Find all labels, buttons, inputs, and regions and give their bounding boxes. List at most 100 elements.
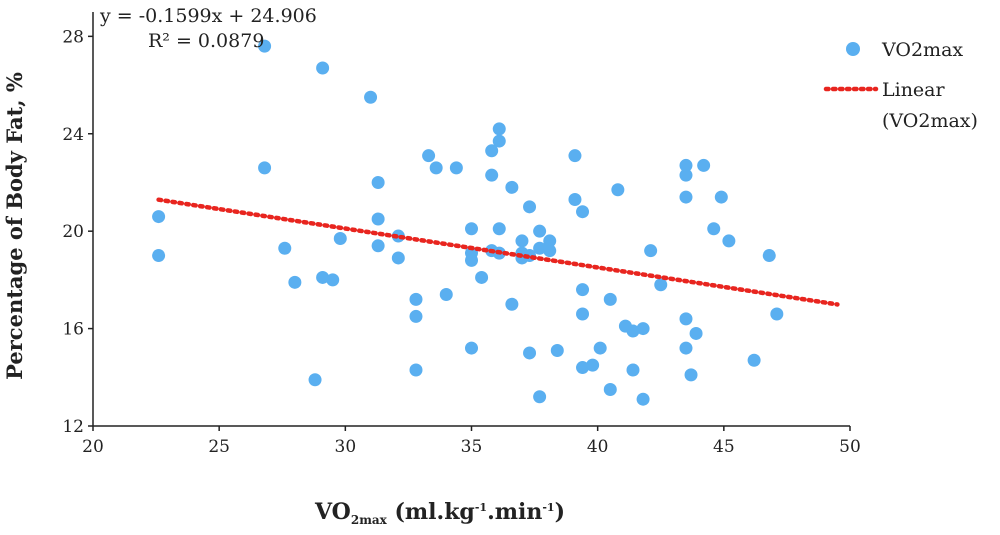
data-point <box>485 144 499 158</box>
x-tick-label: 50 <box>839 437 861 457</box>
data-point <box>333 231 347 245</box>
data-point <box>722 234 736 248</box>
data-point <box>439 287 453 301</box>
data-point <box>550 344 564 358</box>
data-point <box>492 134 506 148</box>
data-point <box>409 309 423 323</box>
y-tick-label: 20 <box>62 222 84 242</box>
data-point <box>485 168 499 182</box>
data-point <box>475 270 489 284</box>
y-tick-label: 28 <box>62 27 84 47</box>
data-point <box>523 200 537 214</box>
data-point <box>576 361 590 375</box>
data-point <box>654 278 668 292</box>
x-axis-title: VO2max (ml.kg-1.min-1) <box>314 499 565 527</box>
data-point <box>770 307 784 321</box>
data-point <box>308 373 322 387</box>
x-tick-label: 40 <box>587 437 609 457</box>
data-point <box>679 168 693 182</box>
data-point <box>371 175 385 189</box>
data-point <box>409 363 423 377</box>
x-tick-label: 45 <box>713 437 735 457</box>
legend-label-linear: Linear <box>882 79 946 101</box>
data-point <box>326 273 340 287</box>
data-point <box>492 222 506 236</box>
data-point <box>593 341 607 355</box>
data-point <box>576 307 590 321</box>
data-point <box>371 212 385 226</box>
y-tick-label: 24 <box>62 125 84 145</box>
trendline <box>156 197 840 307</box>
x-axis-title-subscript: 2max <box>351 513 388 527</box>
data-point <box>465 222 478 236</box>
data-point <box>626 324 640 338</box>
x-axis-title-main: VO <box>314 499 351 525</box>
data-point <box>684 368 698 382</box>
data-point <box>364 90 378 104</box>
data-point <box>611 183 625 197</box>
legend: VO2max Linear (VO2max) <box>823 39 978 132</box>
data-point <box>636 392 650 406</box>
data-point <box>533 224 547 238</box>
data-point <box>258 161 272 175</box>
data-point <box>505 180 519 194</box>
data-point <box>316 270 330 284</box>
data-point <box>429 161 443 175</box>
data-point <box>543 234 557 248</box>
data-point <box>576 205 590 219</box>
data-point <box>626 363 640 377</box>
data-point <box>679 341 693 355</box>
trendline-equation: y = -0.1599x + 24.906 <box>99 5 317 27</box>
data-point <box>152 249 166 263</box>
x-tick-label: 25 <box>208 437 230 457</box>
data-point <box>644 244 658 258</box>
data-point <box>707 222 721 236</box>
data-point <box>533 390 547 404</box>
data-point <box>449 161 463 175</box>
data-point <box>515 234 529 248</box>
data-point <box>278 241 292 255</box>
x-axis-title-min: .min <box>487 499 542 525</box>
data-point <box>586 358 600 372</box>
r-squared-label: R² = 0.0879 <box>148 30 264 52</box>
data-point <box>465 253 478 267</box>
data-point <box>603 292 617 306</box>
x-axis-title-close: ) <box>555 499 565 525</box>
data-point <box>679 190 693 204</box>
data-point <box>747 353 761 367</box>
data-point <box>391 251 405 265</box>
x-axis-title-units: (ml.kg <box>387 499 475 525</box>
x-tick-label: 35 <box>461 437 483 457</box>
data-point <box>568 149 582 163</box>
data-point <box>576 283 590 297</box>
data-point <box>258 39 272 53</box>
data-point <box>492 122 506 136</box>
data-point <box>697 158 711 172</box>
x-tick-label: 20 <box>82 437 104 457</box>
data-point <box>714 190 728 204</box>
y-tick-label: 16 <box>62 320 84 340</box>
data-point <box>568 193 582 207</box>
data-point <box>288 275 302 289</box>
data-point <box>679 158 693 172</box>
data-point <box>543 244 557 258</box>
data-point <box>465 341 478 355</box>
legend-label-linear-series: (VO2max) <box>882 110 978 132</box>
data-point <box>316 61 330 75</box>
data-point <box>603 382 617 396</box>
data-point <box>762 249 776 263</box>
data-point <box>533 241 547 255</box>
data-point <box>409 292 423 306</box>
data-point <box>422 149 436 163</box>
legend-label-vo2max: VO2max <box>881 39 963 61</box>
data-point <box>505 297 519 311</box>
data-point <box>152 210 166 224</box>
x-axis-title-sup2: -1 <box>542 501 554 514</box>
data-point <box>689 326 703 340</box>
axes: 20 25 30 35 40 45 50 12 16 20 24 28 <box>62 12 861 457</box>
x-axis-title-sup1: -1 <box>475 501 487 514</box>
y-tick-label: 12 <box>62 417 84 437</box>
data-point <box>679 312 693 326</box>
plot-area <box>152 39 840 406</box>
